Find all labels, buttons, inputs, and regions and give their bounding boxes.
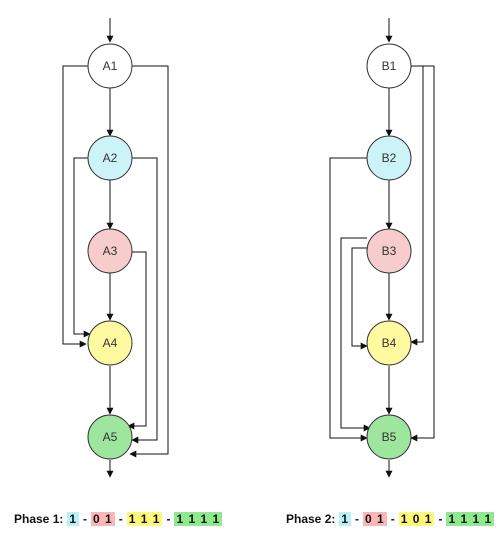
node-b5: B5 [366, 414, 412, 460]
node-circle [87, 320, 133, 366]
bit-group: 1 1 1 1 [446, 512, 495, 526]
separator: - [166, 512, 171, 526]
edge-b3-b4-bypass [351, 247, 368, 350]
node-circle [366, 43, 412, 89]
edge-a2-a4 [73, 157, 91, 338]
node-a5: A5 [87, 414, 133, 460]
node-label: B3 [382, 244, 397, 258]
separator: - [438, 512, 443, 526]
edge-a2-a5 [131, 157, 158, 444]
phase-1-caption: Phase 1: 1-0 1-1 1 1-1 1 1 1 [14, 511, 223, 527]
node-circle [366, 320, 412, 366]
edge-b2-b5 [329, 157, 368, 442]
node-label: A3 [103, 244, 118, 258]
edge-a1-a5 [129, 65, 169, 458]
node-b4: B4 [366, 320, 412, 366]
edge-b1-b5 [410, 65, 435, 442]
node-label: B1 [382, 59, 397, 73]
node-a3: A3 [87, 228, 133, 274]
node-circle [87, 43, 133, 89]
node-circle [87, 135, 133, 181]
node-circle [87, 414, 133, 460]
edge-b3-b5 [340, 237, 371, 432]
node-label: A1 [103, 59, 118, 73]
node-circle [366, 228, 412, 274]
node-a2: A2 [87, 135, 133, 181]
node-label: A2 [103, 151, 118, 165]
graph-a-edges [62, 18, 169, 478]
node-circle [366, 414, 412, 460]
node-circle [366, 135, 412, 181]
node-circle [87, 228, 133, 274]
node-label: A5 [103, 430, 118, 444]
bit-group: 1 1 1 1 [174, 512, 223, 526]
node-b3: B3 [366, 228, 412, 274]
bit-group: 1 0 1 [398, 512, 435, 526]
node-label: B5 [382, 430, 397, 444]
node-label: B2 [382, 151, 397, 165]
diagram: A1 A2 A3 A4 A5 B1 B2 B3 B4 B5 [62, 18, 435, 478]
graph-b-nodes: B1 B2 B3 B4 B5 [366, 43, 412, 460]
edge-a3-a5 [127, 251, 147, 430]
phase-label: Phase 2: [286, 512, 336, 526]
separator: - [118, 512, 123, 526]
graph-a-nodes: A1 A2 A3 A4 A5 [87, 43, 133, 460]
node-b1: B1 [366, 43, 412, 89]
separator: - [83, 512, 88, 526]
bit-group: 1 [339, 512, 352, 526]
edge-b1-b4 [410, 65, 424, 346]
bit-group: 0 1 [91, 512, 115, 526]
node-label: A4 [103, 336, 118, 350]
bit-group: 0 1 [363, 512, 387, 526]
edge-a1-a4 [62, 65, 88, 348]
phase-label: Phase 1: [14, 512, 64, 526]
bit-group: 1 1 1 [126, 512, 163, 526]
separator: - [355, 512, 360, 526]
node-b2: B2 [366, 135, 412, 181]
phase-2-caption: Phase 2: 1-0 1-1 0 1-1 1 1 1 [286, 511, 495, 527]
graph-b-edges [329, 18, 435, 478]
node-a1: A1 [87, 43, 133, 89]
node-a4: A4 [87, 320, 133, 366]
bit-group: 1 [67, 512, 80, 526]
separator: - [390, 512, 395, 526]
node-label: B4 [382, 336, 397, 350]
